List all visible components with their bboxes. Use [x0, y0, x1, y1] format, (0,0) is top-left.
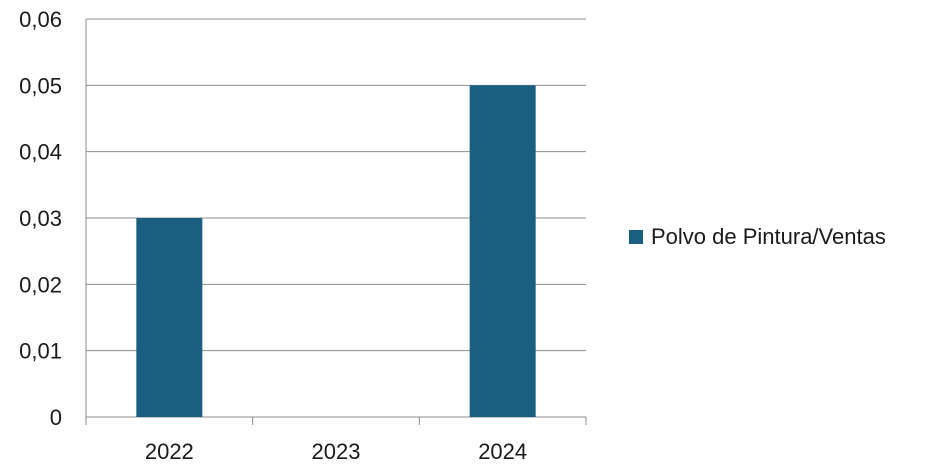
chart-legend: Polvo de Pintura/Ventas: [629, 224, 886, 250]
y-tick-label: 0,06: [19, 7, 62, 32]
y-tick-label: 0,01: [19, 339, 62, 364]
y-tick-label: 0: [50, 405, 62, 430]
y-tick-label: 0,02: [19, 272, 62, 297]
bar: [469, 85, 536, 417]
x-tick-label: 2023: [312, 439, 361, 464]
x-tick-label: 2024: [478, 439, 527, 464]
y-tick-label: 0,05: [19, 73, 62, 98]
y-tick-label: 0,04: [19, 140, 62, 165]
y-tick-label: 0,03: [19, 206, 62, 231]
bar: [136, 218, 203, 417]
x-tick-label: 2022: [145, 439, 194, 464]
legend-swatch: [629, 230, 643, 244]
legend-label: Polvo de Pintura/Ventas: [651, 224, 886, 249]
